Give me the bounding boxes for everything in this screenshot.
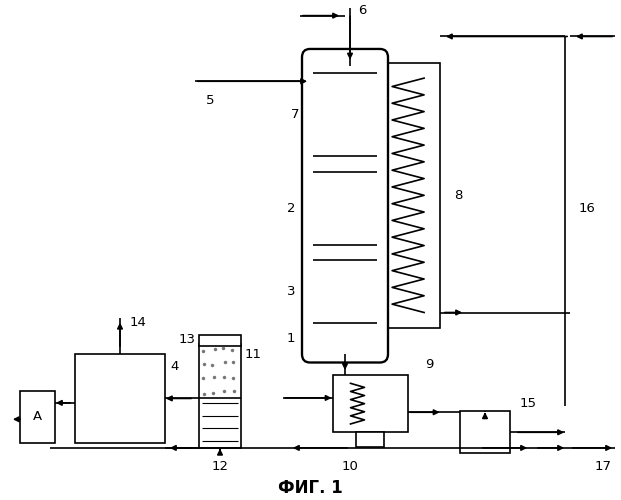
Text: 12: 12	[212, 460, 229, 473]
Text: 17: 17	[594, 460, 612, 473]
Text: 10: 10	[342, 460, 358, 473]
Text: ФИГ. 1: ФИГ. 1	[278, 478, 342, 496]
Bar	[199, 344, 241, 448]
Text: 1: 1	[287, 332, 295, 345]
Text: 7: 7	[291, 108, 299, 121]
Bar	[199, 336, 241, 346]
Bar	[313, 260, 377, 323]
Bar	[332, 375, 407, 432]
Text: 4: 4	[171, 360, 179, 373]
Text: 3: 3	[287, 285, 295, 298]
Text: 2: 2	[287, 202, 295, 215]
Text: 9: 9	[425, 358, 433, 371]
Text: 13: 13	[178, 333, 196, 346]
Text: 6: 6	[358, 4, 366, 17]
Bar	[385, 62, 440, 328]
Bar	[20, 390, 55, 442]
Bar	[460, 412, 510, 453]
Text: A: A	[33, 410, 42, 423]
Bar	[313, 73, 377, 156]
Text: 8: 8	[454, 189, 462, 202]
Bar	[313, 325, 377, 342]
Text: 5: 5	[206, 94, 214, 106]
Text: 16: 16	[579, 202, 596, 215]
Text: 15: 15	[520, 396, 537, 409]
Bar	[356, 432, 384, 447]
Bar	[75, 354, 165, 442]
FancyBboxPatch shape	[302, 49, 388, 362]
Text: 11: 11	[245, 348, 261, 360]
Bar	[313, 172, 377, 245]
Text: 14: 14	[130, 316, 147, 330]
